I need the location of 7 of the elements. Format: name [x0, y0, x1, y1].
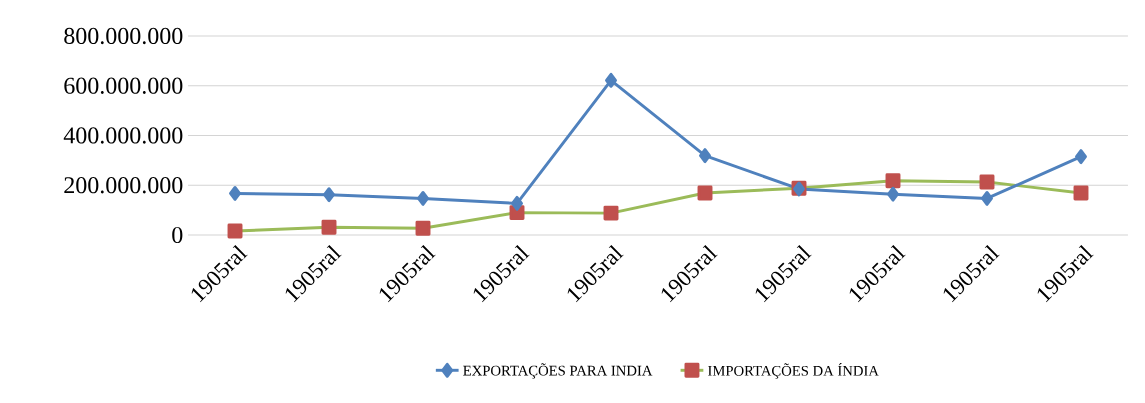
- legend-label: IMPORTAÇÕES DA ÍNDIA: [708, 363, 879, 379]
- legend-label: EXPORTAÇÕES PARA INDIA: [463, 363, 653, 379]
- y-tick-label: 800.000.000: [64, 27, 183, 45]
- y-tick-label: 600.000.000: [64, 77, 183, 94]
- y-tick-label: 400.000.000: [63, 127, 183, 144]
- y-tick-label: 200.000.000: [64, 177, 183, 194]
- y-tick-label: 0: [172, 226, 183, 244]
